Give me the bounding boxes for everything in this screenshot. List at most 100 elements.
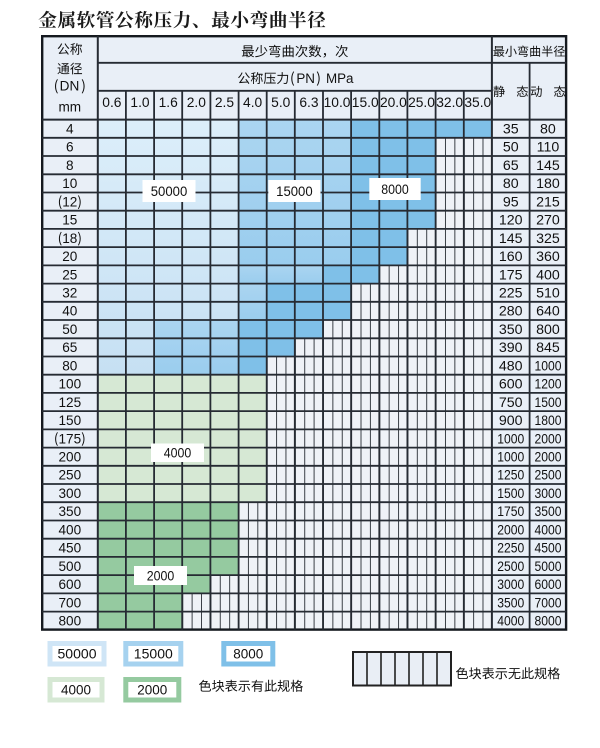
svg-text:160: 160 (499, 249, 523, 265)
svg-text:360: 360 (536, 249, 560, 265)
svg-text:8000: 8000 (233, 647, 263, 662)
svg-text:65: 65 (62, 340, 77, 355)
svg-text:480: 480 (499, 358, 523, 374)
svg-text:32.0: 32.0 (436, 95, 463, 110)
svg-text:640: 640 (536, 304, 560, 320)
svg-text:450: 450 (58, 541, 81, 556)
svg-text:65: 65 (503, 158, 519, 174)
svg-text:15000: 15000 (276, 184, 313, 199)
svg-text:8000: 8000 (381, 182, 409, 197)
svg-text:PN: PN (296, 71, 315, 86)
svg-text:5000: 5000 (534, 559, 561, 575)
svg-text:150: 150 (58, 413, 81, 428)
svg-text:40: 40 (62, 304, 78, 319)
svg-text:215: 215 (536, 194, 560, 210)
svg-text:175: 175 (58, 431, 81, 446)
svg-text:80: 80 (62, 358, 78, 373)
svg-text:2000: 2000 (497, 522, 524, 538)
svg-text:1.6: 1.6 (159, 95, 179, 110)
svg-text:280: 280 (499, 304, 523, 320)
svg-text:4000: 4000 (534, 522, 561, 538)
svg-text:200: 200 (58, 450, 81, 465)
svg-text:125: 125 (58, 395, 81, 410)
svg-text:2000: 2000 (534, 450, 561, 466)
svg-text:50: 50 (62, 322, 78, 337)
svg-text:4: 4 (66, 122, 74, 137)
svg-text:4000: 4000 (497, 613, 524, 629)
svg-text:350: 350 (499, 322, 523, 338)
svg-text:DN: DN (60, 79, 80, 94)
svg-text:20.0: 20.0 (380, 95, 407, 110)
svg-text:1800: 1800 (534, 413, 561, 429)
svg-text:180: 180 (536, 176, 560, 192)
svg-text:350: 350 (58, 504, 81, 519)
svg-text:500: 500 (58, 559, 81, 574)
svg-text:2500: 2500 (497, 559, 524, 575)
svg-text:4000: 4000 (61, 683, 91, 698)
svg-text:10: 10 (62, 176, 78, 191)
svg-text:175: 175 (499, 267, 523, 283)
svg-text:1500: 1500 (497, 486, 524, 502)
svg-text:1500: 1500 (534, 395, 561, 411)
svg-text:2.5: 2.5 (215, 95, 235, 110)
svg-text:110: 110 (537, 140, 560, 156)
svg-text:12: 12 (62, 194, 77, 209)
svg-text:35: 35 (503, 122, 519, 138)
svg-text:845: 845 (536, 340, 560, 356)
svg-text:750: 750 (499, 395, 523, 411)
svg-text:2000: 2000 (137, 683, 167, 698)
svg-text:800: 800 (58, 613, 81, 628)
svg-text:1750: 1750 (497, 504, 524, 520)
svg-text:10.0: 10.0 (324, 95, 351, 110)
svg-text:8: 8 (66, 158, 74, 173)
svg-text:700: 700 (58, 595, 81, 610)
svg-text:mm: mm (58, 100, 81, 115)
svg-text:390: 390 (499, 340, 523, 356)
svg-text:600: 600 (499, 377, 523, 393)
svg-text:32: 32 (62, 286, 77, 301)
svg-text:5.0: 5.0 (271, 95, 291, 110)
svg-text:MPa: MPa (326, 71, 354, 86)
svg-text:4.0: 4.0 (243, 95, 263, 110)
svg-text:2000: 2000 (147, 568, 175, 583)
svg-text:1.0: 1.0 (130, 95, 150, 110)
svg-text:50000: 50000 (151, 184, 188, 199)
svg-text:600: 600 (58, 577, 81, 592)
svg-text:35.0: 35.0 (464, 95, 491, 110)
svg-text:900: 900 (499, 413, 523, 429)
svg-text:145: 145 (536, 158, 560, 174)
svg-text:50000: 50000 (58, 647, 97, 662)
svg-text:6: 6 (66, 140, 74, 155)
svg-text:1000: 1000 (534, 358, 561, 374)
svg-text:3500: 3500 (497, 595, 524, 611)
svg-text:80: 80 (540, 122, 556, 138)
svg-text:1200: 1200 (534, 377, 561, 393)
svg-text:0.6: 0.6 (102, 95, 122, 110)
svg-text:300: 300 (58, 486, 81, 501)
svg-text:25: 25 (62, 267, 77, 282)
svg-text:325: 325 (536, 231, 560, 247)
svg-text:7000: 7000 (534, 595, 561, 611)
svg-text:6000: 6000 (534, 577, 561, 593)
svg-text:3500: 3500 (534, 504, 561, 520)
svg-text:2500: 2500 (534, 468, 561, 484)
svg-text:400: 400 (58, 522, 81, 537)
svg-text:225: 225 (499, 286, 523, 302)
svg-text:80: 80 (503, 176, 519, 192)
svg-text:510: 510 (536, 286, 560, 302)
svg-text:3000: 3000 (534, 486, 561, 502)
svg-text:2000: 2000 (534, 431, 561, 447)
svg-text:1000: 1000 (497, 450, 524, 466)
svg-text:6.3: 6.3 (299, 95, 319, 110)
svg-text:120: 120 (499, 213, 523, 229)
svg-text:1000: 1000 (497, 431, 524, 447)
svg-text:8000: 8000 (534, 613, 561, 629)
svg-text:50: 50 (503, 140, 519, 156)
svg-text:15000: 15000 (134, 647, 173, 662)
svg-text:2.0: 2.0 (187, 95, 207, 110)
svg-text:250: 250 (58, 468, 81, 483)
svg-text:1250: 1250 (497, 468, 524, 484)
svg-text:15.0: 15.0 (352, 95, 379, 110)
svg-text:25.0: 25.0 (408, 95, 435, 110)
svg-text:400: 400 (536, 267, 560, 283)
